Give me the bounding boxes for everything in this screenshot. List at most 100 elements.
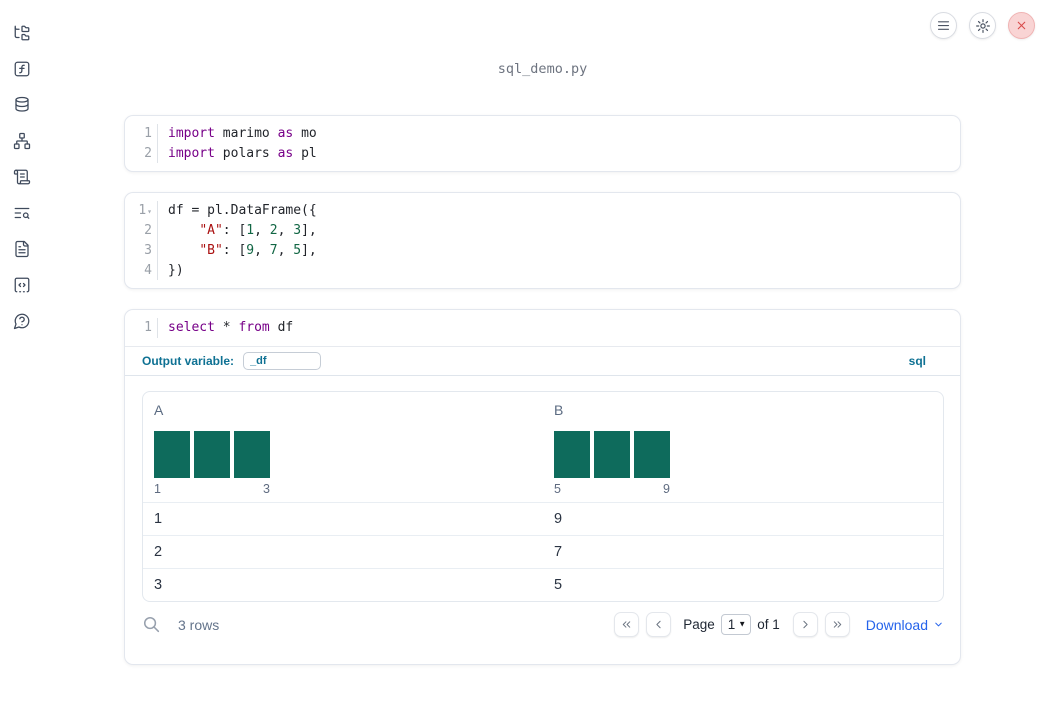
code-token: , [254, 242, 270, 258]
left-sidebar [0, 0, 44, 713]
help-icon [13, 313, 30, 330]
page-of-label: of 1 [757, 617, 780, 633]
chevrons-right-icon [833, 621, 841, 629]
line-number-text: 4 [144, 262, 152, 278]
settings-button[interactable] [969, 12, 996, 39]
next-page-button[interactable] [792, 612, 818, 638]
table-cell: 7 [554, 543, 563, 560]
code-line[interactable]: }) [168, 261, 317, 281]
page-label: Page [683, 617, 715, 633]
menu-button[interactable] [930, 12, 957, 39]
table-cell: 2 [154, 543, 163, 560]
line-number-text: 2 [144, 145, 152, 161]
column-histogram[interactable] [554, 430, 943, 478]
code-token: 2 [269, 223, 278, 239]
chevron-down-icon: ▼ [738, 619, 747, 629]
line-number-text: 1 [144, 126, 152, 141]
histogram-bar [554, 430, 590, 478]
code-line[interactable]: select * from df [168, 318, 293, 338]
code-editor[interactable]: 1 2 import marimo as mo import polars as p… [125, 116, 960, 171]
document-icon [15, 240, 29, 258]
column-histogram[interactable] [154, 430, 543, 478]
sql-options-row: Output variable: sql [125, 347, 960, 376]
code-token: 7 [269, 242, 278, 258]
function-icon [14, 61, 30, 77]
code-line[interactable]: "B": [9, 7, 5], [168, 241, 316, 261]
chevron-left-icon [656, 621, 661, 629]
code-cell-dataframe: 1 ▾ 2 3 4 df = pl.DataFrame({ "A": [1, 2, 3]… [124, 192, 961, 290]
code-line[interactable]: import polars as pl [168, 144, 317, 164]
table-cell: 9 [554, 510, 563, 527]
sidebar-item-documentation[interactable] [12, 240, 32, 258]
code-token: as [277, 126, 294, 141]
sidebar-item-snippets[interactable] [12, 276, 32, 294]
table-cell: 1 [154, 510, 163, 527]
code-snippet-icon [14, 277, 30, 293]
histogram-bar [594, 430, 630, 478]
line-number-text: 1 [138, 203, 147, 219]
column-name: A [154, 401, 164, 418]
code-token: df [269, 320, 294, 336]
previous-page-button[interactable] [646, 612, 672, 638]
code-token: , [277, 242, 294, 258]
close-button[interactable] [1008, 12, 1035, 39]
line-number-text: 2 [144, 223, 152, 239]
chevrons-left-icon [622, 621, 631, 629]
sidebar-item-outline[interactable] [12, 168, 32, 186]
line-number: 1 ▾ [138, 201, 152, 221]
line-number-gutter: 1 ▾ 2 3 4 [125, 201, 158, 281]
download-button[interactable]: Download [866, 617, 944, 633]
row-count: 3 rows [178, 616, 220, 633]
code-line[interactable]: df = pl.DataFrame({ [168, 201, 317, 221]
table-cell: 3 [154, 576, 163, 593]
first-page-button[interactable] [614, 612, 640, 638]
code-token: 5 [293, 242, 302, 258]
sidebar-item-help[interactable] [12, 312, 32, 330]
line-number: 1 [144, 124, 152, 144]
code-token: import [168, 145, 215, 161]
sidebar-item-file-explorer[interactable] [12, 24, 32, 42]
fold-chevron-icon[interactable]: ▾ [147, 207, 152, 217]
table-footer: 3 rows Page 1 ▼ [142, 602, 944, 648]
page-select[interactable]: 1 ▼ [720, 614, 752, 636]
gear-icon [975, 18, 990, 33]
sidebar-item-data-sources[interactable] [12, 96, 32, 114]
code-content[interactable]: select * from df [158, 318, 293, 338]
code-content[interactable]: df = pl.DataFrame({ "A": [1, 2, 3], "B":… [158, 201, 317, 280]
sidebar-item-dependency-graph[interactable] [12, 132, 32, 150]
line-number-text: 1 [144, 320, 152, 336]
sidebar-item-variables[interactable] [12, 60, 32, 78]
code-token: from [238, 320, 270, 336]
code-token: "B" [199, 242, 223, 258]
histogram-bar [194, 430, 230, 478]
histogram-bar [234, 430, 270, 478]
sidebar-item-search-logs[interactable] [12, 204, 32, 222]
code-token: polars [214, 145, 278, 161]
hamburger-icon [937, 21, 950, 30]
code-token [168, 243, 199, 258]
code-editor[interactable]: 1 ▾ 2 3 4 df = pl.DataFrame({ "A": [1, 2, 3]… [125, 193, 960, 288]
page-indicator: Page 1 ▼ of 1 [683, 614, 780, 636]
download-label: Download [865, 616, 928, 633]
database-icon [15, 96, 29, 112]
histogram-max-label: 3 [263, 481, 270, 496]
page-select-value: 1 [727, 617, 736, 633]
code-content[interactable]: import marimo as mo import polars as pl [158, 124, 317, 163]
output-variable-input[interactable] [243, 351, 322, 370]
code-line[interactable]: import marimo as mo [168, 124, 317, 144]
code-token: pl [293, 145, 317, 161]
code-token: : [ [222, 242, 247, 258]
sql-editor[interactable]: 1 select * from df [125, 310, 960, 347]
code-line[interactable]: "A": [1, 2, 3], [168, 221, 316, 241]
close-icon [1017, 21, 1026, 30]
last-page-button[interactable] [824, 612, 850, 638]
table-search-button[interactable] [142, 615, 161, 634]
chevron-down-icon [935, 623, 942, 627]
